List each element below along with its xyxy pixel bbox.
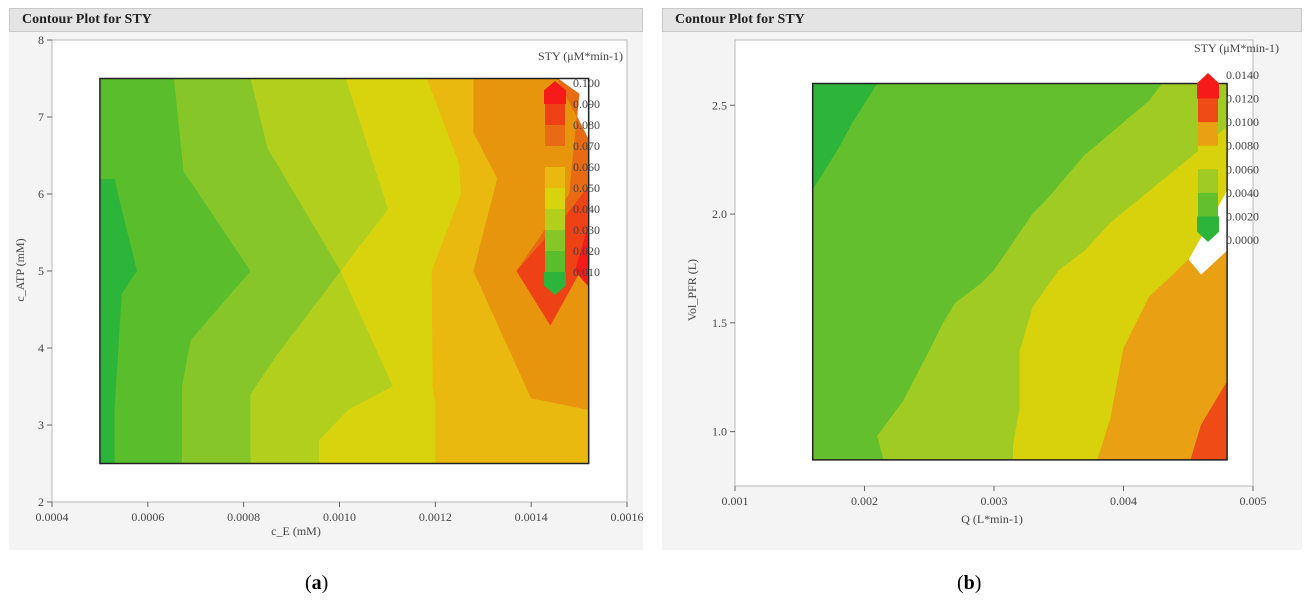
legend-level-label: 0.070: [573, 139, 600, 153]
legend-swatch: [545, 146, 565, 168]
legend-swatch: [1197, 73, 1219, 99]
legend-swatch: [1198, 98, 1218, 123]
contour-plot-a: 0.0004 0.0006 0.0008 0.0010 0.0012 0.0014 0.00…: [13, 33, 644, 538]
legend-swatch: [1198, 122, 1218, 147]
panel-a-title: Contour Plot for STY: [22, 12, 152, 27]
legend-swatch: [545, 209, 565, 231]
y-tick-label: 7: [38, 110, 44, 124]
legend-level-label: 0.080: [573, 118, 600, 132]
caption-b: (b): [957, 572, 982, 594]
panel-a: Contour Plot for STY 0.0004 0.0006 0.0008 0…: [9, 8, 643, 550]
contour-plot-b: 0.001 0.002 0.003 0.004 0.005 1.0 1.5 2.0 2.5 Q (…: [685, 39, 1279, 526]
y-axis-label: c_ATP (mM): [13, 238, 27, 301]
x-tick-label: 0.001: [722, 494, 749, 508]
legend-level-label: 0.090: [573, 97, 600, 111]
y-tick-label: 2.0: [712, 207, 727, 221]
y-tick-label: 2: [38, 495, 44, 509]
legend-level-label: 0.030: [573, 223, 600, 237]
data-region-border: [811, 82, 1228, 461]
legend-level-label: 0.0120: [1226, 92, 1259, 106]
legend-level-label: 0.060: [573, 160, 600, 174]
y-tick-label: 5: [38, 264, 44, 278]
x-tick-label: 0.004: [1110, 494, 1137, 508]
y-tick-label: 8: [38, 33, 44, 47]
legend-level-label: 0.0140: [1226, 68, 1259, 82]
y-tick-label: 3: [38, 418, 44, 432]
y-tick-label: 1.0: [712, 425, 727, 439]
y-tick-label: 2.5: [712, 98, 727, 112]
legend-title: STY (μM*min-1): [1194, 41, 1279, 55]
legend-level-label: 0.0020: [1226, 209, 1259, 223]
legend-swatch: [545, 230, 565, 252]
legend-swatch: [544, 272, 566, 295]
x-axis-label: c_E (mM): [271, 524, 321, 538]
panel-b: Contour Plot for STY 0.001 0.002 0.003 0.00…: [662, 8, 1302, 550]
legend-level-label: 0.0080: [1226, 139, 1259, 153]
legend-level-label: 0.0100: [1226, 115, 1259, 129]
legend-swatch: [545, 125, 565, 147]
y-tick-label: 4: [38, 341, 44, 355]
x-tick-label: 0.0012: [419, 510, 452, 524]
x-tick-label: 0.005: [1240, 494, 1267, 508]
x-tick-label: 0.0008: [227, 510, 260, 524]
x-tick-label: 0.0016: [611, 510, 644, 524]
x-tick-label: 0.003: [981, 494, 1008, 508]
x-tick-label: 0.0010: [323, 510, 356, 524]
y-tick-label: 6: [38, 187, 44, 201]
x-tick-label: 0.002: [851, 494, 878, 508]
x-axis-label: Q (L*min-1): [961, 512, 1023, 526]
panel-b-title: Contour Plot for STY: [675, 12, 805, 27]
legend-level-label: 0.050: [573, 181, 600, 195]
panel-b-titlebar: Contour Plot for STY: [662, 8, 1302, 32]
legend-level-label: 0.0000: [1226, 233, 1259, 247]
y-tick-label: 1.5: [712, 316, 727, 330]
legend-level-label: 0.0060: [1226, 162, 1259, 176]
legend-swatch: [1197, 216, 1219, 242]
legend-level-label: 0.020: [573, 244, 600, 258]
legend-swatch: [1198, 192, 1218, 217]
legend-swatch: [544, 81, 566, 104]
legend-level-label: 0.0040: [1226, 186, 1259, 200]
legend-swatch: [1198, 145, 1218, 170]
x-tick-label: 0.0014: [515, 510, 548, 524]
x-tick-label: 0.0004: [36, 510, 69, 524]
legend-level-label: 0.010: [573, 265, 600, 279]
legend-level-label: 0.100: [573, 76, 600, 90]
legend-swatch: [545, 251, 565, 273]
x-tick-label: 0.0006: [131, 510, 164, 524]
data-region-border: [99, 77, 590, 465]
legend-title: STY (μM*min-1): [538, 49, 623, 63]
legend-swatch: [1198, 169, 1218, 194]
legend-swatch: [545, 167, 565, 189]
y-axis-label: Vol_PFR (L): [685, 259, 699, 321]
legend-level-label: 0.040: [573, 202, 600, 216]
panel-a-titlebar: Contour Plot for STY: [9, 8, 643, 32]
legend-swatch: [545, 188, 565, 210]
caption-a: (a): [305, 572, 329, 594]
legend-swatch: [545, 104, 565, 126]
